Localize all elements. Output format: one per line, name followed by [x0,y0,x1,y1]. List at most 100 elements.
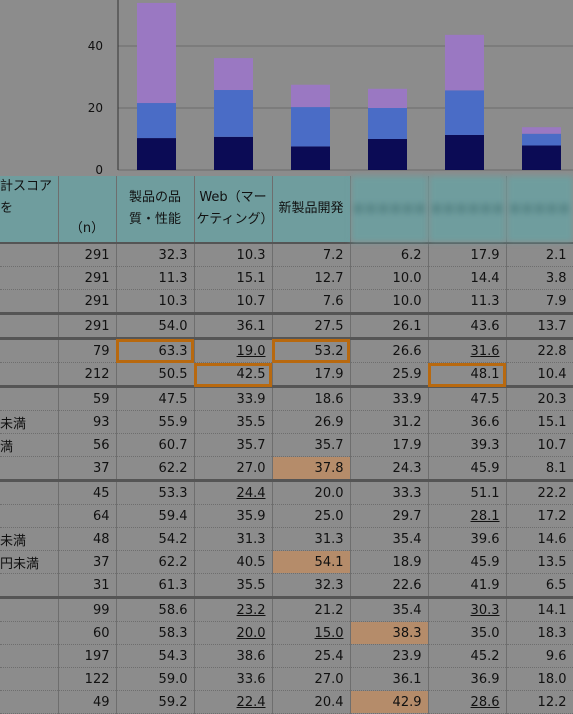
table-cell: 14.6 [506,527,573,551]
bar-segment [368,139,407,170]
bar-segment [214,58,253,91]
row-n: 99 [58,596,117,622]
table-row: 未満 93 55.9 35.5 26.9 31.2 36.6 15.1 [0,410,573,434]
row-n: 79 [58,337,117,363]
table-cell: 11.3 [428,289,507,314]
row-label [0,504,59,528]
table-cell: 39.6 [428,527,507,551]
table-cell: 58.6 [116,596,195,622]
table-cell: 22.4 [194,690,273,714]
table-cell: 17.9 [428,243,507,267]
table-cell: 17.2 [506,504,573,528]
table-cell: 53.2 [272,337,351,363]
table-cell: 35.0 [428,621,507,645]
row-n: 48 [58,527,117,551]
data-table: 計スコアを （n） 製品の品質・性能 Web（マーケティング） 新製品開発 ■■… [0,176,573,714]
table-cell: 28.1 [428,504,507,528]
table-cell: 38.3 [350,621,429,645]
table-cell: 27.5 [272,312,351,339]
table-cell: 20.3 [506,385,573,411]
stacked-bar-chart: 0 20 40 [88,0,573,176]
table-cell: 32.3 [272,573,351,598]
table-row: 122 59.0 33.6 27.0 36.1 36.9 18.0 [0,667,573,691]
table-cell: 26.6 [350,337,429,363]
table-row: 満 56 60.7 35.7 35.7 17.9 39.3 10.7 [0,433,573,457]
col-header-blurred: ■■■■■ [506,176,573,244]
row-label [0,243,59,267]
table-row: 291 11.3 15.1 12.7 10.0 14.4 3.8 [0,266,573,290]
grid-lines [118,45,573,171]
table-cell: 31.2 [350,410,429,434]
row-label [0,644,59,668]
table-cell: 13.7 [506,312,573,339]
row-n: 59 [58,385,117,411]
table-cell: 22.6 [350,573,429,598]
row-n: 37 [58,456,117,481]
row-n: 49 [58,690,117,714]
table-cell: 45.2 [428,644,507,668]
col-header-blurred: ■■■■■■ [350,176,429,244]
table-cell: 36.1 [350,667,429,691]
table-cell: 36.9 [428,667,507,691]
table-cell: 22.8 [506,337,573,363]
bar-segment [522,145,561,170]
table-row: 円未満 37 62.2 40.5 54.1 18.9 45.9 13.5 [0,550,573,574]
bar-segment [214,136,253,170]
table-cell: 18.9 [350,550,429,574]
table-cell: 42.5 [194,362,273,387]
row-n: 60 [58,621,117,645]
row-n: 37 [58,550,117,574]
table-cell: 33.9 [194,385,273,411]
table-row: 212 50.5 42.5 17.9 25.9 48.1 10.4 [0,362,573,387]
table-cell: 58.3 [116,621,195,645]
table-cell: 53.3 [116,479,195,505]
table-cell: 60.7 [116,433,195,457]
table-cell: 15.1 [506,410,573,434]
table-cell: 23.2 [194,596,273,622]
table-cell: 12.2 [506,690,573,714]
table-row: 31 61.3 35.5 32.3 22.6 41.9 6.5 [0,573,573,598]
table-cell: 22.2 [506,479,573,505]
table-cell: 14.1 [506,596,573,622]
n-header: （n） [58,176,117,244]
table-cell: 26.1 [350,312,429,339]
row-label [0,337,59,363]
table-row: 37 62.2 27.0 37.8 24.3 45.9 8.1 [0,456,573,481]
table-cell: 20.0 [194,621,273,645]
table-cell: 35.7 [272,433,351,457]
table-cell: 37.8 [272,456,351,481]
table-cell: 31.3 [272,527,351,551]
bar-segment [522,133,561,146]
table-cell: 33.3 [350,479,429,505]
table-cell: 59.0 [116,667,195,691]
row-n: 197 [58,644,117,668]
table-cell: 25.9 [350,362,429,387]
row-label [0,312,59,339]
table-cell: 35.9 [194,504,273,528]
bar-segment [291,107,330,147]
row-n: 291 [58,243,117,267]
table-cell: 10.4 [506,362,573,387]
table-cell: 21.2 [272,596,351,622]
table-cell: 20.0 [272,479,351,505]
table-cell: 7.2 [272,243,351,267]
table-cell: 20.4 [272,690,351,714]
table-cell: 35.5 [194,410,273,434]
table-cell: 10.0 [350,266,429,290]
header-row: 計スコアを （n） 製品の品質・性能 Web（マーケティング） 新製品開発 ■■… [0,176,573,244]
table-cell: 6.5 [506,573,573,598]
table-cell: 10.3 [116,289,195,314]
row-label [0,266,59,290]
y-axis-ticks: 0 20 40 [88,39,103,176]
y-tick-label: 20 [88,101,103,115]
table-cell: 30.3 [428,596,507,622]
bar-segment [291,146,330,170]
table-cell: 54.2 [116,527,195,551]
row-label [0,667,59,691]
table-cell: 10.7 [506,433,573,457]
table-cell: 18.0 [506,667,573,691]
table-cell: 7.6 [272,289,351,314]
col-header: Web（マーケティング） [194,176,273,244]
table-cell: 39.3 [428,433,507,457]
table-cell: 27.0 [194,456,273,481]
